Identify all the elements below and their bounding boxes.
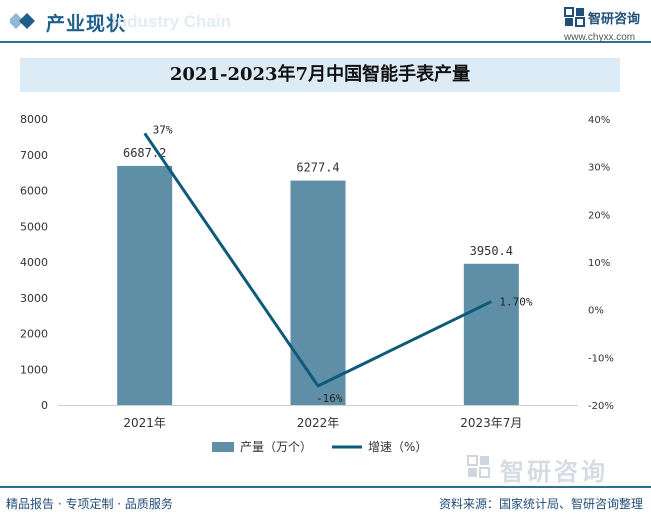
y-left-tick-label: 4000 <box>20 256 48 269</box>
logo-url[interactable]: www.chyxx.com <box>564 32 636 43</box>
line-value-label: 1.70% <box>499 296 532 309</box>
y-right-tick-label: 40% <box>588 115 610 126</box>
x-tick-label: 2023年7月 <box>460 416 522 430</box>
growth-line <box>143 132 492 388</box>
y-left-tick-label: 3000 <box>20 292 48 305</box>
y-right-tick-label: 30% <box>588 163 610 174</box>
y-left-tick-label: 1000 <box>20 363 48 376</box>
y-left-tick-label: 7000 <box>20 149 48 162</box>
y-left-tick-label: 8000 <box>20 113 48 126</box>
bar-value-label: 6277.4 <box>296 161 339 175</box>
section-ghost-text: Industry Chain <box>112 12 232 31</box>
x-tick-label: 2021年 <box>123 416 166 430</box>
y-right-tick-label: 20% <box>588 210 610 221</box>
bar <box>290 180 346 405</box>
x-tick-label: 2022年 <box>297 416 340 430</box>
section-title: 产业现状 <box>46 13 127 35</box>
footer: 精品报告 · 专项定制 · 品质服务 资料来源：国家统计局、智研咨询整理 <box>0 486 651 517</box>
y-right-tick-label: 0% <box>588 306 604 317</box>
y-left-tick-label: 2000 <box>20 328 48 341</box>
bar-value-label: 3950.4 <box>470 244 513 258</box>
bar <box>463 263 519 405</box>
y-left-tick-label: 5000 <box>20 220 48 233</box>
diamond-icon <box>10 13 35 29</box>
header: 产业现状 Industry Chain <box>0 0 651 46</box>
legend-label: 增速（%） <box>368 440 427 454</box>
logo-icon <box>564 7 585 27</box>
footer-slogan: 精品报告 · 专项定制 · 品质服务 <box>6 497 173 511</box>
y-right-tick-label: -20% <box>588 401 614 412</box>
bar <box>117 165 173 405</box>
y-right-tick-label: 10% <box>588 258 610 269</box>
logo-name: 智研咨询 <box>588 12 641 27</box>
y-left-tick-label: 6000 <box>20 185 48 198</box>
line-value-label: -16% <box>316 392 343 405</box>
y-right-tick-label: -10% <box>588 353 614 364</box>
brand-logo[interactable]: 智研咨询 www.chyxx.com <box>560 6 650 46</box>
header-divider <box>0 41 651 43</box>
line-value-label: 37% <box>153 123 173 136</box>
chart-title: 2021-2023年7月中国智能手表产量 <box>20 58 620 92</box>
footer-divider <box>0 486 651 488</box>
legend-label: 产量（万个） <box>240 440 312 454</box>
y-left-tick-label: 0 <box>41 399 48 412</box>
chart: 0 1000 2000 3000 4000 5000 6000 7000 8000 -20% -10… <box>20 113 614 454</box>
legend-swatch-bar <box>212 442 234 452</box>
footer-source: 资料来源：国家统计局、智研咨询整理 <box>438 497 643 511</box>
